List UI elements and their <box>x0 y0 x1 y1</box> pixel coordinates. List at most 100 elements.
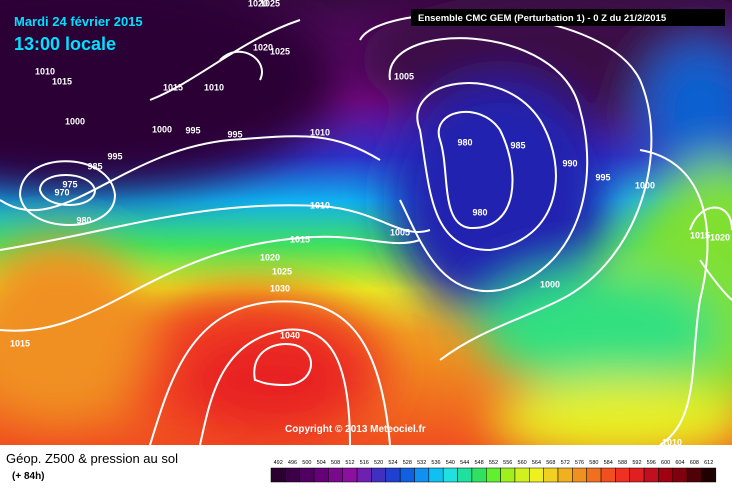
legend-label: 528 <box>403 460 412 466</box>
legend-swatch <box>299 467 315 483</box>
isobar-label: 1020 <box>253 42 273 52</box>
legend-swatch <box>342 467 358 483</box>
legend-swatch <box>457 467 473 483</box>
time: 13:00 locale <box>14 34 116 54</box>
legend-label: 612 <box>704 460 713 466</box>
legend-swatch <box>328 467 343 483</box>
isobar-label: 1030 <box>270 283 290 293</box>
legend-label: 604 <box>675 460 684 466</box>
isobar-label: 1020 <box>260 252 280 262</box>
legend-label: 540 <box>446 460 455 466</box>
legend-label: 588 <box>618 460 627 466</box>
isobar-label: 985 <box>87 161 102 171</box>
isobar-label: 1025 <box>272 266 292 276</box>
legend-label: 568 <box>546 460 555 466</box>
isobar-label: 1010 <box>310 127 330 137</box>
legend-label: 572 <box>561 460 570 466</box>
run-info: Ensemble CMC GEM (Perturbation 1) - 0 Z … <box>418 13 667 24</box>
legend-label: 564 <box>532 460 541 466</box>
legend-swatch <box>270 467 286 483</box>
legend-swatch <box>371 467 387 483</box>
legend-swatch <box>543 467 559 483</box>
isobar-label: 980 <box>472 207 487 217</box>
lead-time: (+ 84h) <box>12 471 45 482</box>
isobar-label: 990 <box>562 158 577 168</box>
legend-swatch <box>356 467 372 483</box>
legend-swatch <box>586 467 602 483</box>
legend-swatch <box>529 467 544 483</box>
isobar-label: 1010 <box>662 437 682 447</box>
legend-label: 516 <box>360 460 369 466</box>
legend-swatch <box>600 467 616 483</box>
legend-label: 576 <box>575 460 584 466</box>
legend-swatch <box>658 467 674 483</box>
run-box <box>411 9 725 26</box>
isobar-label: 980 <box>457 137 472 147</box>
isobar-label: 1010 <box>35 66 55 76</box>
legend-swatch <box>514 467 530 483</box>
legend-label: 560 <box>518 460 527 466</box>
legend-swatch <box>615 467 631 483</box>
isobar-label: 1015 <box>163 82 183 92</box>
legend-label: 548 <box>474 460 483 466</box>
legend-swatch <box>428 467 444 483</box>
legend-swatch <box>686 467 702 483</box>
date: Mardi 24 février 2015 <box>14 14 143 29</box>
legend-swatch <box>442 467 458 483</box>
legend-label: 556 <box>503 460 512 466</box>
legend-label: 504 <box>317 460 326 466</box>
legend-swatch <box>572 467 587 483</box>
isobar-label: 1005 <box>390 227 410 237</box>
legend-swatch <box>500 467 516 483</box>
legend-label: 552 <box>489 460 498 466</box>
legend-swatch <box>285 467 300 483</box>
legend-swatch <box>471 467 487 483</box>
isobar-label: 985 <box>510 140 525 150</box>
legend-swatch <box>701 467 717 483</box>
isobar-label: 1010 <box>204 82 224 92</box>
isobar-label: 1005 <box>394 71 414 81</box>
isobar-label: 1025 <box>260 0 280 8</box>
isobar-label: 1025 <box>270 46 290 56</box>
isobar-label: 970 <box>54 187 69 197</box>
isobar-label: 1020 <box>710 232 730 242</box>
legend-swatch <box>643 467 659 483</box>
isobar-label: 1010 <box>310 200 330 210</box>
isobar-label: 995 <box>227 129 242 139</box>
legend-label: 580 <box>589 460 598 466</box>
legend-label: 592 <box>632 460 641 466</box>
legend-label: 508 <box>331 460 340 466</box>
isobar-label: 1000 <box>540 279 560 289</box>
legend-swatch <box>629 467 645 483</box>
isobar-label: 1015 <box>10 338 30 348</box>
legend-swatch <box>313 467 329 483</box>
legend-label: 512 <box>345 460 354 466</box>
legend-swatch <box>385 467 401 483</box>
isobar-label: 1015 <box>52 76 72 86</box>
copyright: Copyright © 2013 Meteociel.fr <box>285 424 426 435</box>
legend-swatch <box>399 467 415 483</box>
legend-label: 544 <box>460 460 469 466</box>
legend-swatch <box>672 467 688 483</box>
legend-swatch <box>414 467 430 483</box>
legend-label: 532 <box>417 460 426 466</box>
legend-label: 500 <box>302 460 311 466</box>
legend-label: 596 <box>647 460 656 466</box>
legend-label: 584 <box>604 460 613 466</box>
isobars <box>0 12 732 445</box>
isobar-label: 1000 <box>152 124 172 134</box>
legend-label: 524 <box>388 460 397 466</box>
caption: Géop. Z500 & pression au sol <box>6 451 178 466</box>
legend-label: 536 <box>431 460 440 466</box>
isobar-label: 995 <box>595 172 610 182</box>
isobar-label: 995 <box>185 125 200 135</box>
isobar-label: 1015 <box>290 234 310 244</box>
isobar-label: 975 <box>62 179 77 189</box>
isobar-label: 1040 <box>280 330 300 340</box>
isobar-label: 1000 <box>65 116 85 126</box>
legend-label: 608 <box>690 460 699 466</box>
isobar-label: 980 <box>76 215 91 225</box>
